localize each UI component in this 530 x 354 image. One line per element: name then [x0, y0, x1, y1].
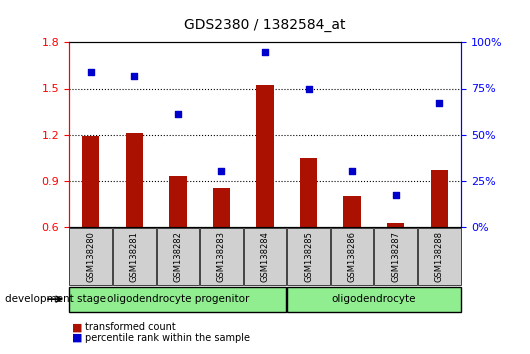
Point [174, 112, 182, 117]
Text: GSM138282: GSM138282 [173, 231, 182, 282]
Bar [430, 170, 448, 227]
Text: GSM138281: GSM138281 [130, 231, 139, 282]
Text: GSM138287: GSM138287 [391, 231, 400, 282]
Text: GSM138285: GSM138285 [304, 231, 313, 282]
Point [261, 49, 269, 55]
Bar [169, 176, 187, 227]
Text: oligodendrocyte: oligodendrocyte [332, 294, 416, 304]
Text: GSM138284: GSM138284 [261, 231, 269, 282]
Text: GSM138286: GSM138286 [348, 231, 357, 282]
Bar [200, 228, 243, 285]
Text: ■: ■ [72, 322, 82, 332]
Text: GSM138283: GSM138283 [217, 231, 226, 282]
Text: GDS2380 / 1382584_at: GDS2380 / 1382584_at [184, 18, 346, 32]
Text: transformed count: transformed count [85, 322, 175, 332]
Point [86, 69, 95, 75]
Bar [69, 287, 286, 312]
Bar [69, 228, 112, 285]
Bar [331, 228, 374, 285]
Text: development stage: development stage [5, 294, 107, 304]
Text: GSM138280: GSM138280 [86, 231, 95, 282]
Bar [387, 223, 404, 227]
Bar [343, 196, 361, 227]
Text: GSM138288: GSM138288 [435, 231, 444, 282]
Point [217, 169, 226, 174]
Point [348, 169, 356, 174]
Text: oligodendrocyte progenitor: oligodendrocyte progenitor [107, 294, 249, 304]
Bar [156, 228, 199, 285]
Bar [375, 228, 417, 285]
Text: ■: ■ [72, 333, 82, 343]
Bar [287, 287, 461, 312]
Bar [257, 85, 273, 227]
Point [130, 73, 138, 79]
Bar [287, 228, 330, 285]
Bar [213, 188, 230, 227]
Point [435, 101, 444, 106]
Point [392, 193, 400, 198]
Text: percentile rank within the sample: percentile rank within the sample [85, 333, 250, 343]
Bar [244, 228, 286, 285]
Bar [300, 158, 317, 227]
Bar [113, 228, 155, 285]
Bar [82, 136, 100, 227]
Point [304, 86, 313, 91]
Bar [418, 228, 461, 285]
Bar [126, 133, 143, 227]
